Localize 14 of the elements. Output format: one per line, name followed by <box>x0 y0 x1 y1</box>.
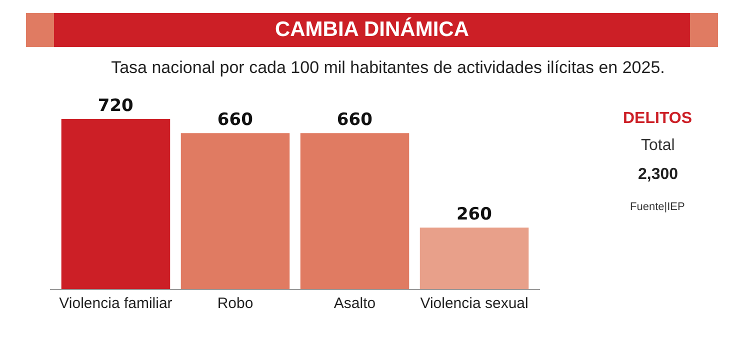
text: DELITOS <box>623 110 692 127</box>
source-note: Fuente|IEP <box>630 201 685 213</box>
data-label: 260 <box>456 204 492 225</box>
chart-title: CAMBIA DINÁMICA <box>26 13 718 47</box>
chart-subtitle: Tasa nacional por cada 100 mil habitantes de actividades ilícitas en 2025. <box>110 58 666 78</box>
data-label: 720 <box>98 96 134 116</box>
data-label: 660 <box>336 110 373 130</box>
x-tick-label: Robo <box>217 295 254 312</box>
x-tick-label: Violencia familiar <box>59 295 172 312</box>
x-tick-label: Violencia sexual <box>420 295 528 312</box>
text: Total <box>641 137 675 154</box>
x-tick-label: Asalto <box>334 295 376 312</box>
text: 2,300 <box>638 166 678 183</box>
data-label: 660 <box>217 110 254 130</box>
